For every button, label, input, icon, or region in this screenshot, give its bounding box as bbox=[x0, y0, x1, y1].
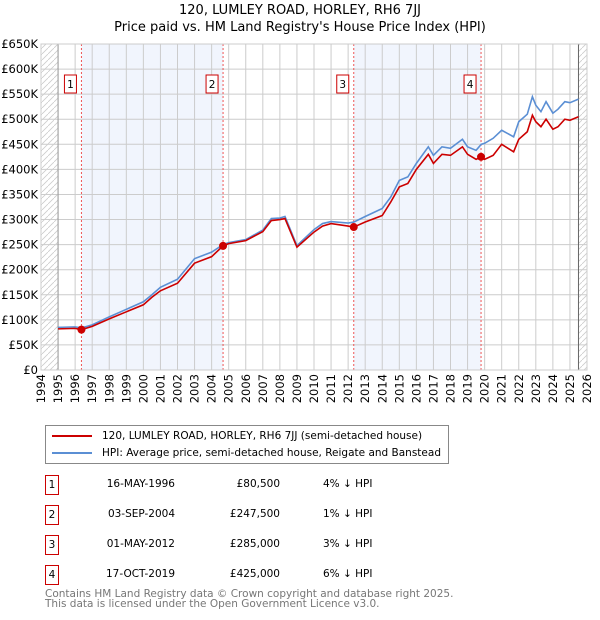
legend-label-hpi: HPI: Average price, semi-detached house,… bbox=[102, 447, 441, 459]
sale-number: 4 bbox=[45, 565, 59, 585]
x-tick-label: 2009 bbox=[290, 374, 304, 403]
x-tick-label: 1995 bbox=[51, 374, 65, 403]
y-tick-label: £500K bbox=[1, 112, 38, 126]
x-tick-label: 2010 bbox=[307, 374, 321, 403]
sale-number-label: 1 bbox=[67, 79, 74, 91]
sale-number-box bbox=[336, 74, 350, 94]
sale-number-box bbox=[463, 74, 477, 94]
x-tick-label: 2019 bbox=[461, 374, 475, 403]
sale-date: 03-SEP-2004 bbox=[107, 508, 175, 520]
x-tick-label: 2011 bbox=[324, 374, 338, 403]
sale-price: £247,500 bbox=[229, 508, 280, 520]
x-tick-label: 2012 bbox=[341, 374, 355, 403]
sale-hpi-diff: 3% ↓ HPI bbox=[323, 538, 373, 550]
sale-date: 17-OCT-2019 bbox=[106, 568, 175, 580]
sale-price: £80,500 bbox=[236, 478, 280, 490]
y-tick-label: £200K bbox=[1, 263, 38, 277]
x-tick-label: 2021 bbox=[495, 374, 509, 403]
y-tick-label: £50K bbox=[9, 338, 39, 352]
x-tick-label: 1997 bbox=[85, 374, 99, 403]
plot-border bbox=[40, 43, 588, 371]
x-tick-label: 2026 bbox=[580, 374, 594, 403]
sale-price: £285,000 bbox=[229, 538, 280, 550]
x-tick-label: 2018 bbox=[444, 374, 458, 403]
price-paid-line bbox=[58, 113, 579, 331]
sale-point bbox=[219, 241, 228, 250]
y-tick-label: £350K bbox=[1, 187, 38, 201]
x-tick-label: 2003 bbox=[188, 374, 202, 403]
sale-point bbox=[477, 152, 486, 161]
ownership-band bbox=[353, 44, 482, 370]
x-tick-label: 2017 bbox=[426, 374, 440, 403]
x-tick-label: 2002 bbox=[171, 374, 185, 403]
sale-row: 3 01-MAY-2012 £285,000 3% ↓ HPI bbox=[45, 535, 465, 555]
x-tick-label: 2015 bbox=[392, 374, 406, 403]
sale-number: 2 bbox=[45, 505, 59, 525]
legend: 120, LUMLEY ROAD, HORLEY, RH6 7JJ (semi-… bbox=[45, 425, 449, 464]
y-tick-label: £650K bbox=[1, 37, 38, 51]
sale-point bbox=[77, 325, 86, 334]
sale-date: 16-MAY-1996 bbox=[106, 478, 175, 490]
x-tick-label: 1998 bbox=[102, 374, 116, 403]
legend-swatch-property bbox=[52, 435, 92, 437]
y-tick-label: £150K bbox=[1, 288, 38, 302]
x-tick-label: 2014 bbox=[375, 374, 389, 403]
plot-area: 1994 1995 1996 1997 1998 1999 2000 2001 2002 2003… bbox=[1, 37, 594, 403]
x-tick-label: 2016 bbox=[409, 374, 423, 403]
x-tick-label: 2007 bbox=[256, 374, 270, 403]
sale-row: 4 17-OCT-2019 £425,000 6% ↓ HPI bbox=[45, 565, 465, 585]
legend-swatch-hpi bbox=[52, 452, 92, 454]
sale-number-label: 4 bbox=[467, 79, 474, 91]
y-tick-label: £250K bbox=[1, 238, 38, 252]
x-tick-label: 2004 bbox=[205, 374, 219, 403]
sale-number-label: 2 bbox=[209, 79, 216, 91]
footer-line-1: Contains HM Land Registry data © Crown c… bbox=[45, 588, 454, 600]
sale-number: 1 bbox=[45, 475, 59, 495]
y-tick-label: £550K bbox=[1, 87, 38, 101]
x-tick-label: 1996 bbox=[68, 374, 82, 403]
no-data-hatch-right bbox=[578, 44, 587, 370]
sale-price: £425,000 bbox=[229, 568, 280, 580]
sale-hpi-diff: 4% ↓ HPI bbox=[323, 478, 373, 490]
sale-hpi-diff: 6% ↓ HPI bbox=[323, 568, 373, 580]
x-tick-label: 2008 bbox=[273, 374, 287, 403]
footer: Contains HM Land Registry data © Crown c… bbox=[45, 588, 454, 610]
sale-point bbox=[349, 223, 358, 232]
footer-line-2: This data is licensed under the Open Gov… bbox=[45, 598, 380, 610]
sale-hpi-diff: 1% ↓ HPI bbox=[323, 508, 373, 520]
chart-title: 120, LUMLEY ROAD, HORLEY, RH6 7JJ bbox=[179, 3, 421, 18]
ownership-band bbox=[81, 44, 224, 370]
sale-row: 1 16-MAY-1996 £80,500 4% ↓ HPI bbox=[45, 475, 465, 495]
sale-row: 2 03-SEP-2004 £247,500 1% ↓ HPI bbox=[45, 505, 465, 525]
sale-number-label: 3 bbox=[339, 79, 346, 91]
sale-number-box bbox=[63, 74, 77, 94]
x-tick-label: 2024 bbox=[546, 374, 560, 403]
x-tick-label: 2013 bbox=[358, 374, 372, 403]
x-tick-label: 2020 bbox=[478, 374, 492, 403]
y-tick-label: £100K bbox=[1, 313, 38, 327]
y-tick-label: £600K bbox=[1, 62, 38, 76]
x-tick-label: 2025 bbox=[563, 374, 577, 403]
x-tick-label: 2005 bbox=[222, 374, 236, 403]
x-tick-label: 2023 bbox=[529, 374, 543, 403]
no-data-hatch-left bbox=[41, 44, 59, 370]
chart-subtitle: Price paid vs. HM Land Registry's House … bbox=[114, 20, 486, 35]
y-tick-label: £400K bbox=[1, 162, 38, 176]
legend-label-property: 120, LUMLEY ROAD, HORLEY, RH6 7JJ (semi-… bbox=[102, 430, 423, 442]
sale-number-box bbox=[205, 74, 219, 94]
y-tick-label: £300K bbox=[1, 213, 38, 227]
x-tick-label: 2022 bbox=[512, 374, 526, 403]
y-tick-label: £0 bbox=[23, 363, 38, 377]
x-tick-label: 2006 bbox=[239, 374, 253, 403]
y-tick-label: £450K bbox=[1, 137, 38, 151]
x-tick-label: 2001 bbox=[153, 374, 167, 403]
sale-date: 01-MAY-2012 bbox=[106, 538, 175, 550]
x-tick-label: 1999 bbox=[119, 374, 133, 403]
x-tick-label: 1994 bbox=[34, 374, 48, 403]
sale-number: 3 bbox=[45, 535, 59, 555]
x-tick-label: 2000 bbox=[136, 374, 150, 403]
hpi-line bbox=[58, 94, 579, 329]
